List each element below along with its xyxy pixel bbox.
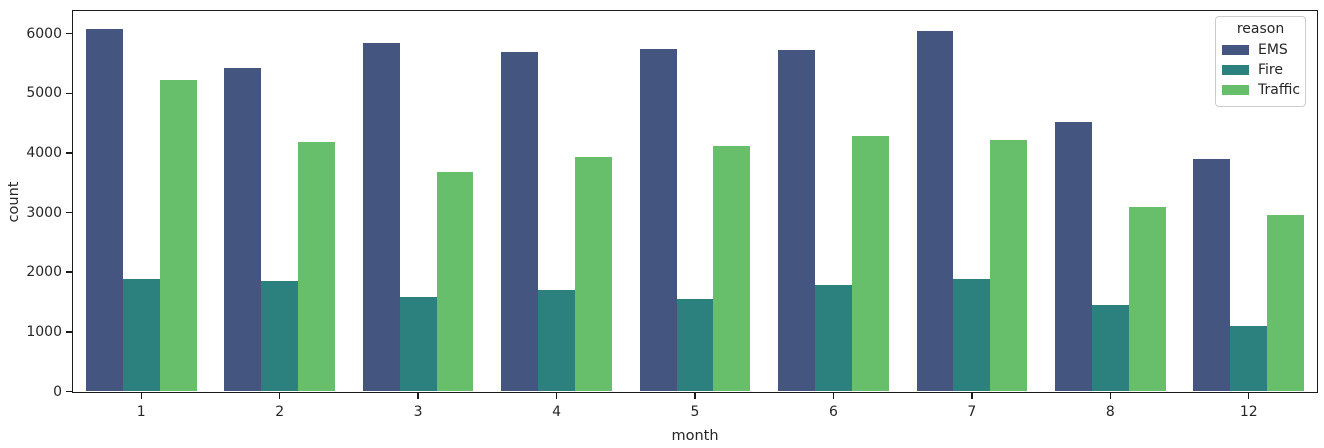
legend-item-fire: Fire	[1222, 60, 1299, 80]
bar-fire-month-3	[399, 297, 437, 392]
y-axis-label: count	[6, 181, 22, 223]
bar-traffic-month-3	[436, 171, 474, 392]
legend-swatch-traffic	[1222, 85, 1249, 95]
x-tick-label: 4	[552, 404, 562, 420]
x-tick-label: 12	[1239, 404, 1258, 420]
y-tick-mark	[66, 152, 72, 154]
bar-traffic-month-4	[575, 157, 612, 392]
x-tick-label: 8	[1105, 404, 1115, 420]
bar-fire-month-2	[261, 281, 299, 392]
bar-fire-month-7	[953, 278, 991, 392]
bar-ems-month-3	[362, 43, 400, 392]
bar-ems-month-7	[916, 31, 954, 392]
x-tick-mark	[694, 393, 696, 399]
y-tick-label: 2000	[26, 264, 62, 281]
bar-ems-month-12	[1193, 158, 1231, 392]
legend: reason EMS Fire Traffic	[1215, 16, 1306, 107]
bar-ems-month-2	[224, 67, 262, 392]
x-tick-label: 1	[136, 404, 146, 420]
legend-item-traffic: Traffic	[1222, 80, 1301, 100]
legend-label: EMS	[1258, 42, 1288, 58]
x-tick-label: 6	[828, 404, 838, 420]
x-tick-mark	[971, 393, 973, 399]
x-tick-mark	[555, 393, 558, 399]
x-tick-mark	[140, 393, 142, 399]
y-tick-mark	[66, 271, 72, 273]
y-tick-mark	[66, 92, 72, 94]
x-tick-mark	[278, 393, 281, 399]
y-tick-mark	[66, 32, 72, 35]
bar-traffic-month-5	[713, 146, 751, 392]
bar-fire-month-12	[1230, 325, 1268, 392]
x-tick-label: 3	[413, 404, 423, 420]
bar-ems-month-5	[639, 49, 677, 392]
x-tick-label: 2	[275, 404, 285, 420]
bar-traffic-month-8	[1128, 206, 1166, 392]
legend-title: reason	[1236, 21, 1285, 37]
bar-traffic-month-1	[159, 79, 197, 392]
bar-traffic-month-7	[990, 140, 1028, 392]
bar-traffic-month-2	[298, 142, 336, 392]
bar-traffic-month-12	[1267, 214, 1305, 392]
legend-label: Traffic	[1258, 82, 1301, 98]
legend-swatch-ems	[1222, 45, 1249, 55]
x-tick-mark	[1109, 393, 1112, 399]
y-tick-label: 6000	[26, 25, 62, 42]
y-tick-label: 0	[53, 383, 62, 400]
x-axis-label: month	[671, 428, 719, 444]
bar-fire-month-5	[676, 299, 714, 392]
bar-ems-month-6	[778, 50, 815, 392]
y-tick-mark	[66, 211, 72, 214]
x-tick-mark	[417, 393, 419, 399]
x-tick-mark	[832, 393, 835, 399]
bar-fire-month-1	[122, 278, 160, 392]
x-tick-label: 7	[967, 404, 977, 420]
x-tick-mark	[1248, 393, 1250, 399]
y-tick-label: 1000	[26, 323, 62, 340]
legend-item-ems: EMS	[1222, 40, 1299, 60]
y-tick-mark	[66, 331, 72, 333]
bar-traffic-month-6	[851, 136, 889, 392]
bar-ems-month-8	[1054, 122, 1092, 392]
bar-ems-month-1	[85, 28, 123, 392]
x-tick-label: 5	[690, 404, 700, 420]
legend-swatch-fire	[1222, 65, 1249, 75]
y-tick-label: 5000	[26, 85, 62, 102]
legend-label: Fire	[1258, 62, 1283, 78]
bar-fire-month-8	[1091, 305, 1129, 392]
bar-fire-month-6	[814, 285, 852, 392]
legend-rows: EMS Fire Traffic	[1222, 40, 1301, 100]
bar-ems-month-4	[501, 52, 539, 392]
y-tick-label: 4000	[26, 144, 62, 161]
y-tick-label: 3000	[26, 204, 62, 221]
bar-fire-month-4	[538, 290, 575, 392]
y-tick-mark	[66, 390, 72, 393]
